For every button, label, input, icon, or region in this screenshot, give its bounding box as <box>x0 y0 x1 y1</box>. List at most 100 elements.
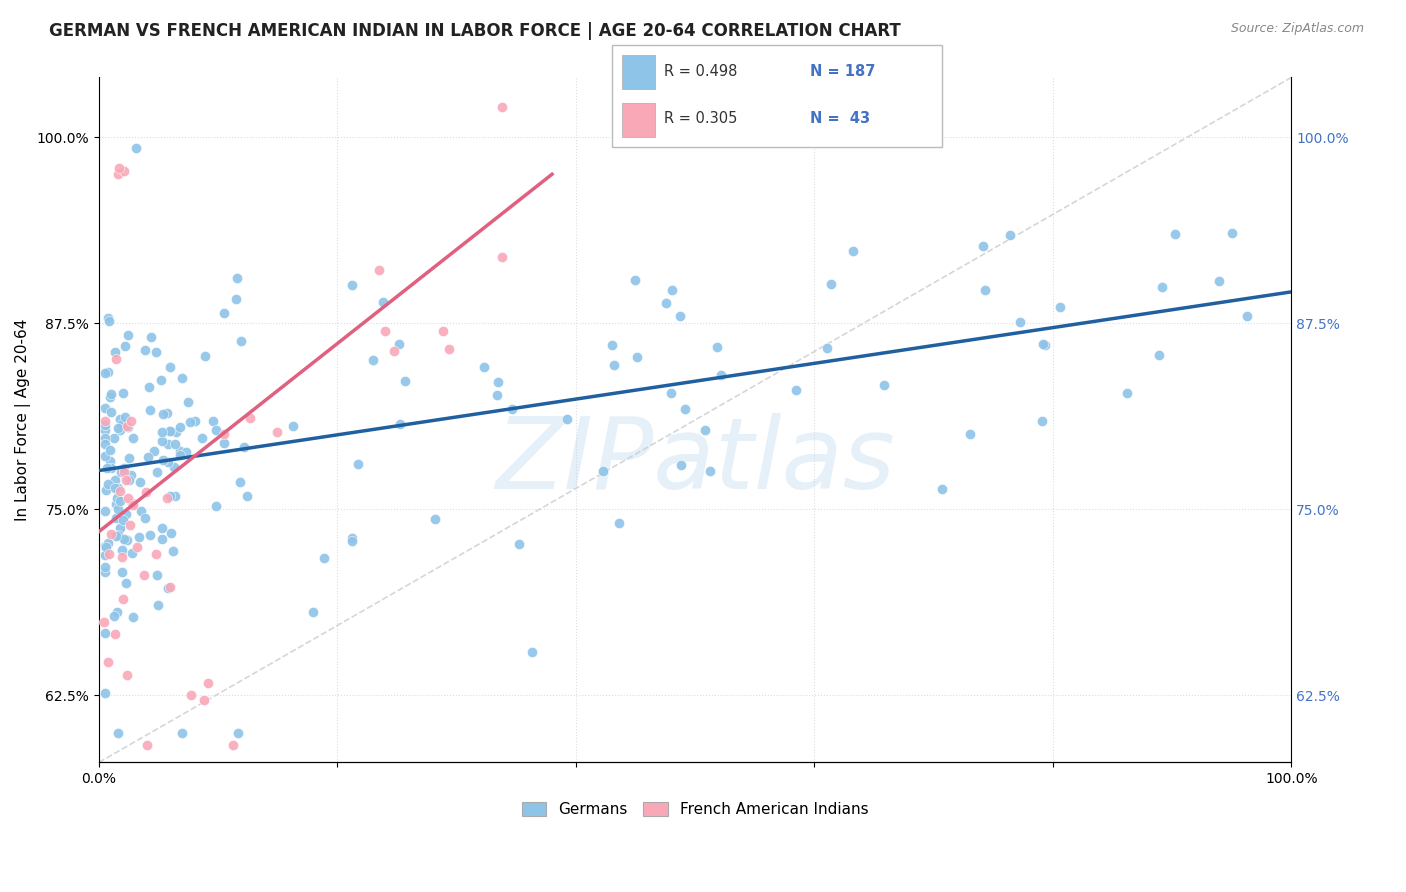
Point <box>172 371 194 385</box>
Point <box>108 484 131 499</box>
Point <box>159 581 181 595</box>
Point <box>117 419 139 434</box>
Point <box>212 306 235 320</box>
Point <box>177 395 200 409</box>
Point <box>136 450 159 464</box>
Point <box>437 342 460 356</box>
Point <box>236 489 259 503</box>
Point <box>340 531 363 545</box>
Point <box>1164 227 1187 242</box>
Point <box>169 448 191 462</box>
Point <box>112 164 135 178</box>
Point <box>1208 274 1230 288</box>
Point <box>115 507 138 521</box>
Point <box>120 467 142 482</box>
Point <box>94 418 117 433</box>
Point <box>100 405 122 419</box>
Point <box>117 668 139 682</box>
Point <box>112 532 135 546</box>
Point <box>120 414 142 428</box>
Point <box>134 343 156 357</box>
Point <box>96 483 118 497</box>
Point <box>389 417 412 432</box>
Y-axis label: In Labor Force | Age 20-64: In Labor Force | Age 20-64 <box>15 318 31 521</box>
Point <box>93 615 115 629</box>
Point <box>104 482 127 496</box>
Point <box>204 500 226 514</box>
Point <box>97 311 120 326</box>
Point <box>142 443 165 458</box>
Point <box>97 547 120 561</box>
Point <box>205 423 228 437</box>
Point <box>118 451 141 466</box>
Point <box>423 512 446 526</box>
Point <box>104 510 127 524</box>
Point <box>193 693 215 707</box>
Point <box>624 273 647 287</box>
Point <box>150 533 173 547</box>
Point <box>112 460 135 475</box>
Point <box>340 278 363 293</box>
Point <box>842 244 865 259</box>
Point <box>197 675 219 690</box>
Point <box>972 239 994 253</box>
Point <box>98 442 121 457</box>
Point <box>163 436 186 450</box>
Point <box>146 598 169 612</box>
Point <box>111 417 134 431</box>
Point <box>388 336 411 351</box>
Point <box>105 351 128 366</box>
Point <box>94 626 117 640</box>
Point <box>654 295 676 310</box>
Point <box>127 540 149 554</box>
Point <box>117 491 139 505</box>
Point <box>706 340 728 354</box>
Point <box>472 360 495 375</box>
Point <box>135 485 157 500</box>
Point <box>104 473 127 487</box>
Point <box>815 341 838 355</box>
Point <box>710 368 733 382</box>
Point <box>111 385 134 400</box>
Point <box>132 568 155 582</box>
Point <box>669 458 692 472</box>
Legend: Germans, French American Indians: Germans, French American Indians <box>516 796 875 823</box>
Point <box>94 431 117 445</box>
Point <box>361 352 384 367</box>
Point <box>184 414 207 428</box>
Point <box>152 407 174 421</box>
Point <box>165 425 187 439</box>
Point <box>1033 337 1056 351</box>
Point <box>125 141 148 155</box>
Point <box>100 461 122 475</box>
Point <box>112 465 135 479</box>
Point <box>117 328 139 343</box>
Point <box>156 491 179 505</box>
Point <box>94 401 117 415</box>
Point <box>609 516 631 530</box>
Point <box>214 426 236 441</box>
Point <box>110 465 132 479</box>
Point <box>107 421 129 435</box>
Point <box>998 227 1021 242</box>
Point <box>1147 348 1170 362</box>
Text: GERMAN VS FRENCH AMERICAN INDIAN IN LABOR FORCE | AGE 20-64 CORRELATION CHART: GERMAN VS FRENCH AMERICAN INDIAN IN LABO… <box>49 22 901 40</box>
Point <box>97 314 120 328</box>
Point <box>121 609 143 624</box>
Point <box>1031 414 1053 428</box>
Point <box>108 161 131 176</box>
Point <box>382 343 405 358</box>
Point <box>105 529 128 543</box>
Point <box>157 455 180 469</box>
Point <box>873 377 896 392</box>
Point <box>118 517 141 532</box>
Point <box>342 534 364 549</box>
Point <box>491 100 513 114</box>
Point <box>100 386 122 401</box>
Point <box>163 490 186 504</box>
Point <box>108 412 131 426</box>
Point <box>105 605 128 619</box>
Point <box>114 473 136 487</box>
Point <box>522 645 544 659</box>
Point <box>1115 386 1137 401</box>
